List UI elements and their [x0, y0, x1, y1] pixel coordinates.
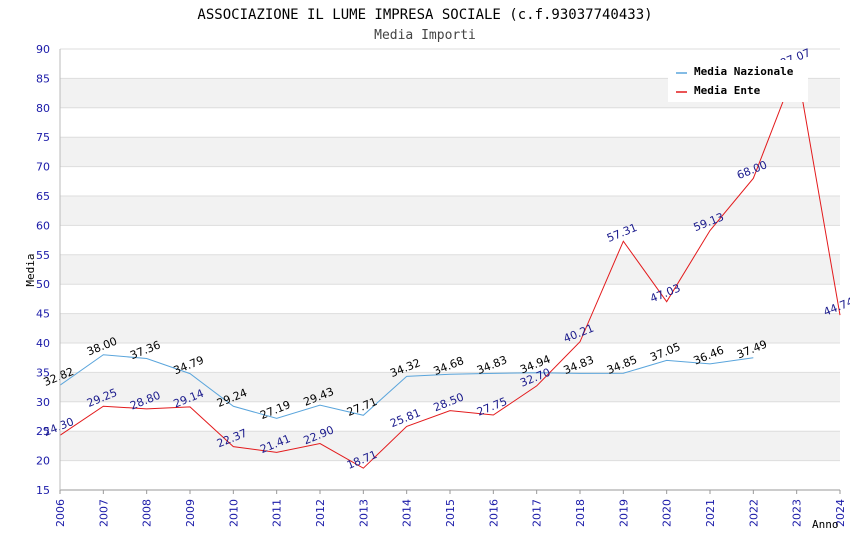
y-tick-label: 85 [36, 72, 50, 85]
x-tick-label: 2019 [617, 499, 630, 527]
legend-label-media-nazionale: Media Nazionale [694, 65, 794, 78]
legend-label-media-ente: Media Ente [694, 84, 761, 97]
x-tick-label: 2017 [531, 499, 544, 527]
x-tick-label: 2012 [314, 499, 327, 527]
x-tick-label: 2015 [444, 499, 457, 527]
x-axis-label: Anno [812, 518, 839, 531]
chart-subtitle: Media Importi [374, 28, 476, 43]
y-tick-label: 40 [36, 337, 50, 350]
x-tick-label: 2008 [141, 499, 154, 527]
grid-bands [60, 48, 840, 491]
x-tick-label: 2011 [271, 499, 284, 527]
grid-band [60, 343, 840, 373]
x-axis-ticks: 2006 2007 2008 2009 2010 2011 2012 2013 2014 2015… [54, 490, 847, 527]
x-tick-label: 2021 [704, 499, 717, 527]
y-tick-label: 70 [36, 161, 50, 174]
x-tick-label: 2018 [574, 499, 587, 527]
y-tick-label: 20 [36, 455, 50, 468]
x-tick-label: 2010 [227, 499, 240, 527]
x-tick-label: 2007 [97, 499, 110, 527]
x-tick-label: 2006 [54, 499, 67, 527]
x-tick-label: 2016 [487, 499, 500, 527]
y-tick-label: 30 [36, 396, 50, 409]
y-tick-label: 25 [36, 425, 50, 438]
grid-band [60, 196, 840, 226]
grid-band [60, 225, 840, 255]
y-axis-ticks: 15 20 25 30 35 40 45 50 55 60 65 70 75 80 85 90 [36, 43, 50, 497]
y-tick-label: 55 [36, 249, 50, 262]
series-line-media-ente [59, 64, 841, 469]
series-line-media-nazionale [59, 354, 754, 419]
grid-band [60, 460, 840, 490]
y-tick-label: 75 [36, 131, 50, 144]
y-axis-label: Media [24, 253, 37, 286]
y-tick-label: 15 [36, 484, 50, 497]
x-tick-label: 2022 [747, 499, 760, 527]
grid-band [60, 254, 840, 285]
chart-title: ASSOCIAZIONE IL LUME IMPRESA SOCIALE (c.… [197, 7, 652, 23]
grid-band [60, 107, 840, 138]
grid-band [60, 431, 840, 461]
grid-band [60, 284, 840, 314]
y-tick-label: 80 [36, 102, 50, 115]
legend-box [668, 60, 808, 102]
y-tick-label: 45 [36, 308, 50, 321]
legend: Media Nazionale Media Ente [668, 60, 808, 102]
series-lines [59, 64, 841, 469]
grid-band [60, 372, 840, 402]
y-tick-label: 35 [36, 366, 50, 379]
y-tick-label: 90 [36, 43, 50, 56]
y-tick-label: 65 [36, 190, 50, 203]
x-tick-label: 2014 [401, 499, 414, 527]
y-tick-label: 50 [36, 278, 50, 291]
x-tick-label: 2020 [661, 499, 674, 527]
x-tick-label: 2024 [834, 499, 847, 527]
y-tick-label: 60 [36, 219, 50, 232]
grid-band [60, 313, 840, 343]
x-tick-label: 2023 [791, 499, 804, 527]
grid-band [60, 166, 840, 196]
x-tick-label: 2013 [357, 499, 370, 527]
grid-band [60, 137, 840, 167]
x-tick-label: 2009 [184, 499, 197, 527]
